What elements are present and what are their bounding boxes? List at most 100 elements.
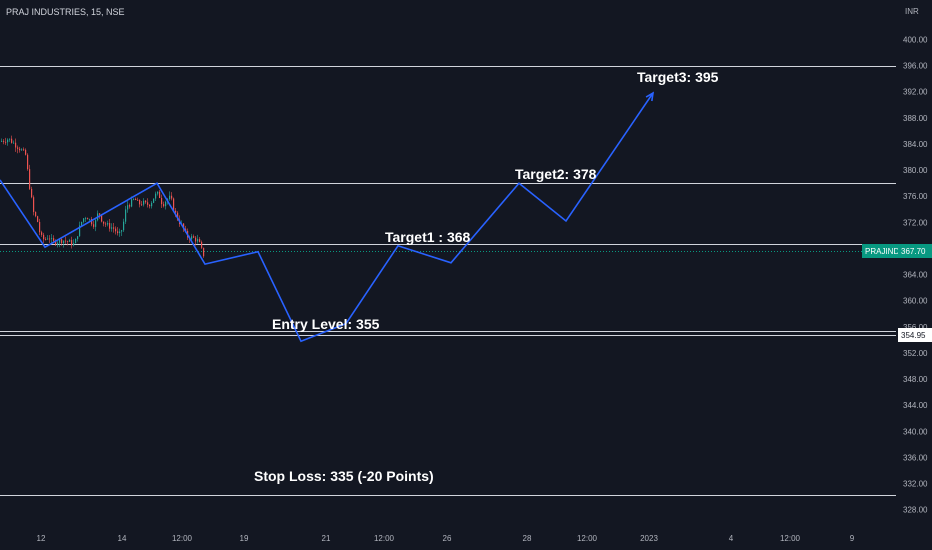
price-tick-label: 344.00 [903,401,928,410]
candle-up [157,191,159,194]
candle-up [123,221,125,231]
candle-down [99,213,101,215]
last-price-tag-bg [898,244,932,258]
candle-down [91,218,93,225]
price-tick-label: 332.00 [903,480,928,489]
candle-up [57,242,59,245]
candle-up [119,231,121,234]
time-tick-label: 28 [523,534,532,543]
candle-down [33,197,35,212]
candle-up [59,239,61,243]
candlestick-series [1,135,205,258]
candle-down [23,149,25,151]
time-tick-label: 9 [850,534,855,543]
candle-down [139,200,141,205]
price-tick-label: 360.00 [903,297,928,306]
candle-down [71,240,73,246]
candle-up [85,218,87,220]
time-tick-label: 2023 [640,534,658,543]
candle-up [133,198,135,200]
price-tick-label: 356.00 [903,323,928,332]
candle-up [107,223,109,225]
price-tick-label: 340.00 [903,427,928,436]
candle-down [45,239,47,240]
time-tick-label: 19 [240,534,249,543]
level-price-tag: 354.95 [898,328,932,342]
target1-annotation[interactable]: Target1 : 368 [385,229,471,245]
candle-down [93,224,95,227]
candle-down [159,191,161,199]
candle-down [65,240,67,242]
stop-loss-annotation[interactable]: Stop Loss: 335 (-20 Points) [254,468,434,484]
symbol-title[interactable]: PRAJ INDUSTRIES, 15, NSE [6,7,125,17]
candle-up [165,201,167,207]
candle-down [55,240,57,245]
candle-up [63,240,65,244]
price-tick-label: 380.00 [903,166,928,175]
candle-up [191,236,193,240]
price-tick-label: 352.00 [903,349,928,358]
price-tick-label: 348.00 [903,375,928,384]
target2-annotation[interactable]: Target2: 378 [515,166,597,182]
candle-down [37,216,39,222]
time-axis[interactable]: 12 14 12:00 19 21 12:00 26 28 12:00 2023 4 12:00 9 [37,534,855,543]
candle-down [17,147,19,149]
symbol-tag-text: PRAJIND [865,247,899,256]
candle-down [147,202,149,205]
candle-up [83,218,85,222]
candle-up [111,227,113,229]
candle-down [199,239,201,243]
candle-down [31,188,33,198]
candle-down [183,223,185,229]
candle-down [203,247,205,257]
candle-down [193,236,195,238]
candle-down [27,154,29,170]
candle-up [155,193,157,199]
level-price-tag-text: 354.95 [901,331,926,340]
candle-up [75,239,77,244]
candle-down [201,242,203,248]
candle-down [41,232,43,235]
candle-up [121,230,123,232]
candle-up [1,141,3,142]
level-price-tag-bg [898,328,932,342]
price-tick-label: 392.00 [903,88,928,97]
price-tick-label: 388.00 [903,114,928,123]
candle-down [145,200,147,203]
candle-down [163,204,165,207]
candle-down [173,198,175,211]
candle-up [151,202,153,207]
candle-down [113,227,115,229]
currency-label: INR [905,7,919,16]
entry-level-annotation[interactable]: Entry Level: 355 [272,316,380,332]
symbol-tag-bg [862,244,898,258]
candle-down [61,239,63,244]
candle-down [87,218,89,220]
price-tick-label: 376.00 [903,192,928,201]
candle-down [129,205,131,207]
time-tick-label: 12:00 [374,534,395,543]
candle-down [67,241,69,243]
price-tick-label: 372.00 [903,218,928,227]
candle-down [171,195,173,199]
time-tick-label: 12:00 [172,534,193,543]
candle-down [177,212,179,220]
projection-path-line[interactable] [0,92,654,343]
candle-down [25,149,27,155]
candle-down [39,221,41,233]
price-tick-label: 336.00 [903,453,928,462]
candle-down [135,198,137,200]
candle-up [79,225,81,237]
candle-up [21,149,23,151]
price-axis[interactable]: 400.00 396.00 392.00 388.00 384.00 380.00 376.… [903,36,928,515]
candle-up [9,138,11,140]
target3-annotation[interactable]: Target3: 395 [637,69,719,85]
candle-up [73,243,75,246]
candle-down [43,234,45,240]
candle-down [19,148,21,151]
horizontal-levels [0,66,896,496]
candle-up [13,142,15,144]
candle-up [69,240,71,242]
